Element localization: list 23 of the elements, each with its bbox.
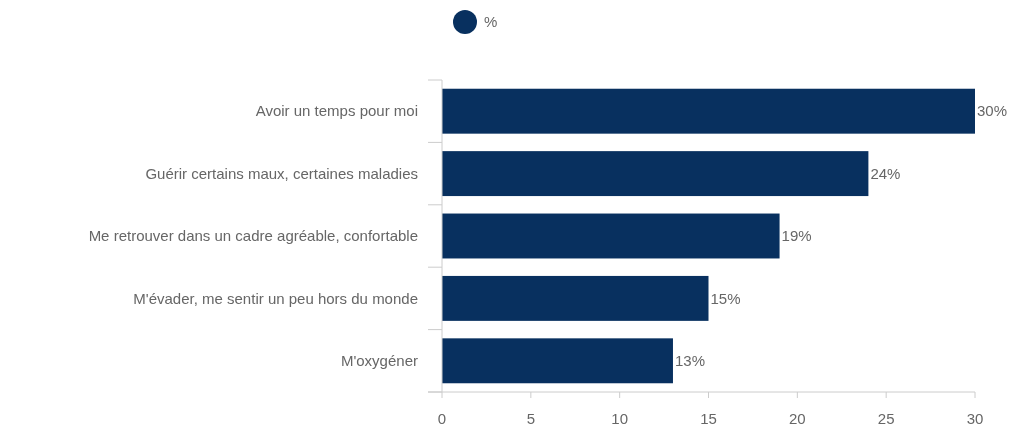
y-tick-label: Avoir un temps pour moi	[255, 102, 418, 120]
y-tick-label: Me retrouver dans un cadre agréable, confortable	[88, 227, 418, 245]
x-tick-label: 5	[526, 410, 536, 427]
bar	[442, 275, 709, 321]
y-tick-label: M'évader, me sentir un peu hors du monde	[133, 289, 418, 307]
y-tick-label: Guérir certains maux, certaines maladies	[145, 164, 418, 182]
x-tick-label: 30	[966, 410, 984, 427]
data-label: 30%	[977, 102, 1008, 120]
x-tick-label: 10	[611, 410, 629, 427]
x-tick-label: 0	[437, 410, 447, 427]
legend-label: %	[484, 13, 498, 31]
data-label: 13%	[674, 352, 705, 370]
bar	[442, 88, 975, 134]
data-label: 19%	[781, 227, 812, 245]
bar	[442, 213, 780, 259]
data-label: 24%	[870, 164, 901, 182]
bar	[442, 151, 869, 197]
x-tick-label: 20	[788, 410, 806, 427]
y-tick-label: M'oxygéner	[340, 352, 418, 370]
x-tick-label: 15	[700, 410, 717, 427]
bar	[442, 338, 673, 384]
data-label: 15%	[710, 289, 741, 307]
x-tick-label: 25	[877, 410, 895, 427]
